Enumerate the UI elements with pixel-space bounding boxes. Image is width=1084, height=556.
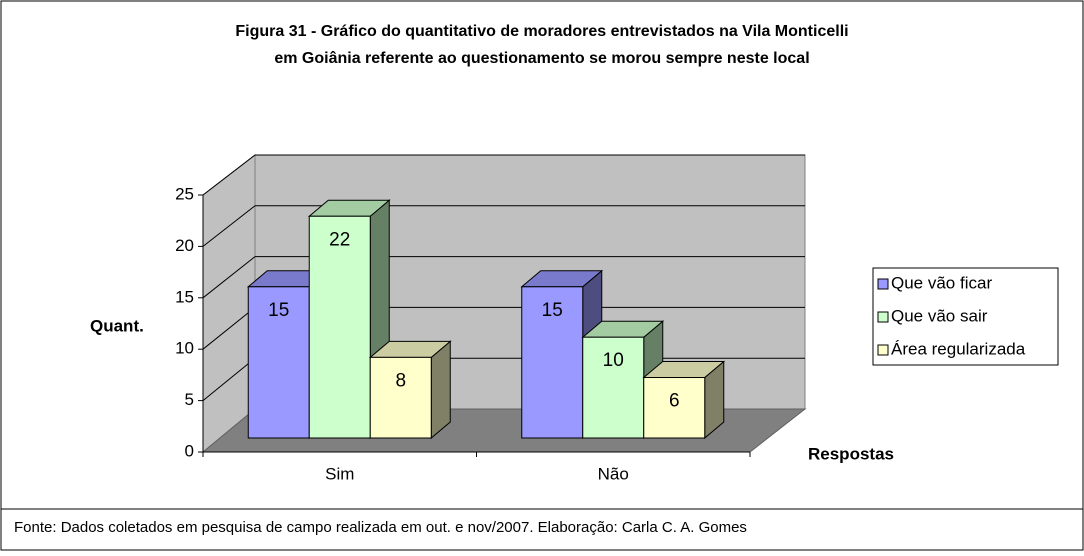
y-tick-label: 20: [175, 236, 194, 255]
grid-line: [202, 256, 256, 299]
bar: [369, 356, 432, 439]
side-wall: [202, 153, 256, 454]
chart-title: Figura 31 - Gráfico do quantitativo de m…: [235, 23, 848, 40]
bar-side: [430, 340, 451, 440]
y-tick-label: 0: [185, 441, 194, 460]
y-tick-label: 5: [185, 390, 194, 409]
legend-label: Que vão ficar: [891, 273, 992, 292]
data-label: 15: [542, 300, 563, 321]
y-tick-label: 15: [175, 287, 194, 306]
source-note: Fonte: Dados coletados em pesquisa de ca…: [14, 519, 747, 536]
data-label: 15: [268, 300, 289, 321]
bar: [582, 336, 645, 439]
y-tick-label: 10: [175, 339, 194, 358]
legend-label: Área regularizada: [891, 339, 1026, 358]
grid-line: [202, 205, 256, 247]
x-tick-label: Não: [598, 464, 629, 483]
data-label: 6: [669, 391, 680, 412]
grid-line: [202, 357, 256, 401]
bar: [521, 286, 584, 439]
bar: [308, 215, 371, 439]
legend-swatch: [877, 344, 889, 356]
x-tick-label: Sim: [325, 464, 354, 483]
y-tick-label: 25: [175, 184, 194, 203]
grid-line: [202, 307, 256, 350]
data-label: 22: [329, 229, 350, 250]
legend-swatch: [877, 278, 889, 290]
data-label: 8: [395, 370, 406, 391]
chart-title: em Goiânia referente ao questionamento s…: [274, 50, 809, 67]
data-label: 10: [603, 350, 624, 371]
y-axis-label: Quant.: [90, 316, 144, 335]
x-axis-label: Respostas: [808, 444, 894, 463]
bar: [247, 286, 310, 439]
grid-line: [202, 154, 256, 196]
legend-swatch: [877, 311, 889, 323]
legend-label: Que vão sair: [891, 306, 988, 325]
bar: [643, 377, 706, 439]
legend: [872, 267, 1059, 366]
